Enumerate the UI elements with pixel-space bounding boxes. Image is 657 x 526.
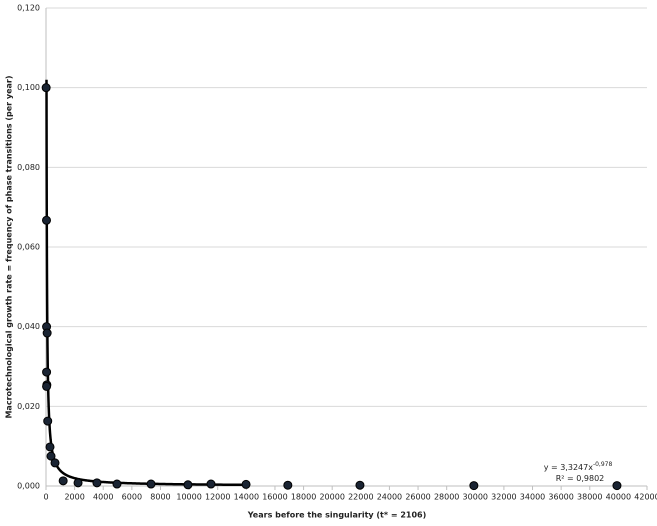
x-tick-label: 0	[43, 493, 48, 502]
x-tick-label: 18000	[291, 493, 316, 502]
x-tick-label: 42000	[634, 493, 657, 502]
x-tick-label: 10000	[176, 493, 201, 502]
data-point	[43, 416, 53, 426]
x-tick-label: 28000	[434, 493, 459, 502]
y-tick-label: 0,120	[17, 4, 40, 13]
r-squared-prefix: R² =	[556, 474, 577, 483]
data-point	[612, 481, 622, 491]
data-point	[42, 215, 52, 225]
data-point	[206, 479, 216, 489]
x-tick-label: 2000	[64, 493, 84, 502]
data-point	[283, 480, 293, 490]
variable: x	[588, 463, 593, 472]
x-tick-label: 30000	[463, 493, 488, 502]
trend-equation: y = 3,3247x-0,978	[544, 461, 613, 472]
equation-prefix: y =	[544, 463, 561, 472]
x-tick-label: 34000	[520, 493, 545, 502]
data-point	[73, 478, 83, 488]
x-tick-label: 4000	[93, 493, 113, 502]
data-point	[92, 478, 102, 488]
y-tick-label: 0,100	[17, 83, 40, 92]
y-tick-label: 0,040	[17, 322, 40, 331]
y-tick-label: 0,020	[17, 402, 40, 411]
x-tick-label: 36000	[548, 493, 573, 502]
r-squared: R² = 0,9802	[556, 474, 605, 483]
x-tick-label: 40000	[606, 493, 631, 502]
trend-line	[45, 79, 247, 487]
x-tick-label: 12000	[205, 493, 230, 502]
coefficient: 3,3247	[560, 463, 588, 472]
data-point	[112, 479, 122, 489]
r-squared-value: 0,9802	[576, 474, 604, 483]
data-point	[58, 476, 68, 486]
y-axis-title: Macrotechnological growth rate = frequen…	[5, 75, 14, 418]
x-tick-label: 22000	[348, 493, 373, 502]
data-point	[241, 479, 251, 489]
data-point	[183, 480, 193, 490]
x-tick-label: 38000	[577, 493, 602, 502]
x-tick-label: 26000	[405, 493, 430, 502]
x-tick-label: 32000	[491, 493, 516, 502]
x-tick-label: 6000	[122, 493, 142, 502]
x-tick-label: 16000	[262, 493, 287, 502]
data-point	[42, 367, 52, 377]
data-point	[355, 480, 365, 490]
x-axis-title: Years before the singularity (t* = 2106)	[247, 511, 427, 520]
y-tick-label: 0,060	[17, 243, 40, 252]
y-tick-label: 0,080	[17, 163, 40, 172]
x-tick-label: 8000	[150, 493, 170, 502]
data-point	[146, 479, 156, 489]
exponent: -0,978	[593, 461, 613, 468]
data-point	[42, 328, 52, 338]
data-point	[45, 442, 55, 452]
y-tick-label: 0,000	[17, 482, 40, 491]
data-point	[469, 481, 479, 491]
data-point	[42, 381, 52, 391]
x-tick-label: 24000	[377, 493, 402, 502]
data-point	[41, 83, 51, 93]
data-point	[46, 451, 56, 461]
x-tick-label: 20000	[319, 493, 344, 502]
x-tick-label: 14000	[234, 493, 259, 502]
data-point	[50, 458, 60, 468]
